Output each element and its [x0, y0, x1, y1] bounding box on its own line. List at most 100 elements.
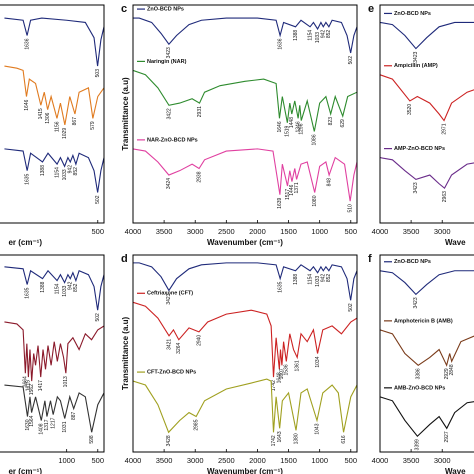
peak-label: 887: [71, 411, 77, 420]
legend-label: Amphotericin B (AMB): [394, 318, 453, 324]
y-axis-label: Transmittance (a.u): [121, 77, 130, 151]
peak-label: 1043: [314, 423, 320, 434]
peak-label: 1636: [277, 38, 283, 49]
spectrum-line: [133, 301, 357, 378]
peak-label: 1156: [54, 121, 60, 132]
spectrum-line: [133, 148, 357, 202]
peak-label: 1154: [307, 30, 313, 41]
peak-label: 1154: [307, 274, 313, 285]
peak-label: 852: [326, 274, 332, 283]
peak-label: 1446: [289, 184, 295, 195]
peak-label: 1361: [295, 360, 301, 371]
x-tick-label: 4000: [372, 456, 389, 465]
peak-label: 1417: [38, 380, 44, 391]
peak-label: 1306: [45, 112, 51, 123]
peak-label: 3421: [166, 339, 172, 350]
peak-label: 942: [321, 30, 327, 39]
peak-label: 1013: [63, 376, 69, 387]
peak-label: 1371: [294, 182, 300, 193]
peak-label: 598: [89, 435, 95, 444]
peak-label: 1517: [285, 189, 291, 200]
x-tick-label: 3500: [156, 227, 173, 236]
spectrum-line: [380, 329, 474, 367]
peak-label: 1080: [312, 195, 318, 206]
legend-label: ZnO-BCD NPs: [394, 259, 431, 265]
peak-label: 502: [95, 313, 101, 322]
peak-label: 1630: [25, 419, 31, 430]
legend-label: NAR-ZnO-BCD NPs: [147, 137, 198, 143]
peak-label: 2929: [444, 368, 450, 379]
peak-label: 2963: [442, 191, 448, 202]
x-tick-label: 4000: [125, 227, 142, 236]
x-tick-label: 500: [345, 227, 358, 236]
spectrum-line: [380, 396, 474, 438]
peak-label: 1742: [271, 380, 277, 391]
peak-label: 2931: [197, 106, 203, 117]
peak-label: 1448: [289, 117, 295, 128]
peak-label: 1615: [26, 380, 32, 391]
spectrum-line: [133, 69, 357, 132]
peak-label: 1636: [24, 38, 30, 49]
peak-label: 1607: [279, 368, 285, 379]
x-tick-label: 2000: [249, 227, 266, 236]
peak-label: 1536: [284, 364, 290, 375]
peak-label: 1635: [25, 173, 31, 184]
plot-frame: [379, 4, 474, 224]
peak-label: 502: [95, 195, 101, 204]
y-axis-label: Transmittance (a.u): [121, 316, 130, 390]
peak-label: 2938: [196, 171, 202, 182]
legend-label: AMB-ZnO-BCD NPs: [394, 385, 445, 391]
peak-label: 942: [68, 281, 74, 290]
x-axis-label: Wave: [445, 238, 466, 247]
peak-label: 1031: [62, 421, 68, 432]
peak-label: 867: [72, 117, 78, 126]
peak-label: 1639: [277, 197, 283, 208]
peak-label: 579: [90, 121, 96, 130]
plot-area: 3423 ZnO-BCD NPs 3386 2929 2848 Amphotericin …: [380, 259, 474, 450]
x-tick-label: 2500: [218, 456, 235, 465]
peak-label: 1217: [51, 417, 57, 428]
peak-label: 1346: [295, 121, 301, 132]
peak-label: 503: [95, 69, 101, 78]
peak-label: 852: [73, 167, 79, 176]
peak-label: 3264: [176, 342, 182, 353]
peak-label: 2927: [444, 431, 450, 442]
peak-label: 2848: [449, 364, 455, 375]
peak-label: 852: [326, 30, 332, 39]
peak-label: 1296: [299, 123, 305, 134]
legend-label: ZnO-BCD NPs: [147, 7, 184, 13]
peak-label: 3520: [407, 104, 413, 115]
x-tick-label: 3000: [187, 456, 204, 465]
plot-frame: [0, 254, 105, 453]
panel-label: c: [121, 3, 127, 15]
peak-label: 1033: [62, 169, 68, 180]
peak-label: 1033: [315, 275, 321, 286]
x-tick-label: 1500: [280, 456, 297, 465]
spectrum-line: [4, 148, 104, 193]
peak-label: 1415: [38, 108, 44, 119]
peak-label: 1664: [23, 376, 29, 387]
legend-label: Ceftriaxone (CFT): [147, 291, 193, 297]
spectrum-line: [380, 270, 474, 296]
peak-label: 1034: [315, 356, 321, 367]
x-tick-label: 4000: [125, 456, 142, 465]
peak-label: 3399: [415, 439, 421, 450]
peak-label: 2971: [441, 123, 447, 134]
peak-label: 3422: [166, 108, 172, 119]
spectrum-line: [4, 384, 104, 433]
peak-label: 1388: [293, 274, 299, 285]
spectrum-line: [4, 266, 104, 311]
peak-label: 1388: [40, 281, 46, 292]
panel-label: f: [368, 253, 372, 265]
peak-label: 1388: [293, 30, 299, 41]
spectrum-line: [380, 74, 474, 122]
peak-label: 1388: [40, 165, 46, 176]
peak-label: 2985: [194, 419, 200, 430]
peak-label: 616: [341, 435, 347, 444]
peak-label: 1646: [24, 99, 30, 110]
spectrum-line: [133, 378, 357, 434]
panel-label: d: [121, 253, 128, 265]
